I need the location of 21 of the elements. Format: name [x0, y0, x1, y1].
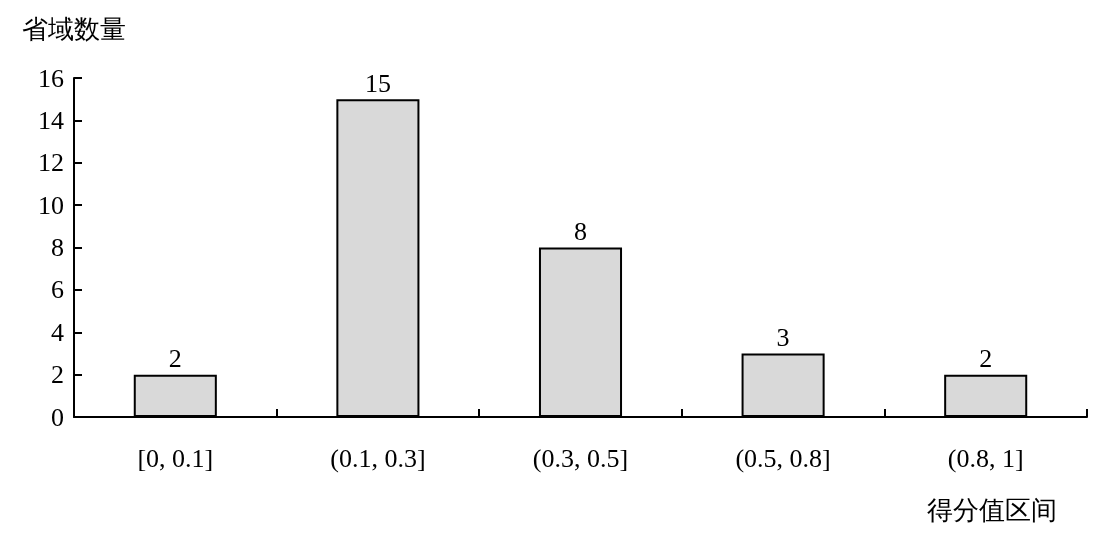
- x-tick-label: (0.8, 1]: [947, 443, 1024, 473]
- y-tick-label: 2: [51, 360, 64, 390]
- data-label: 8: [574, 217, 587, 246]
- data-label: 2: [168, 344, 182, 374]
- data-label: 15: [364, 68, 391, 98]
- y-tick-label: 8: [51, 233, 64, 262]
- x-tick-label: (0.3, 0.5]: [532, 443, 629, 473]
- x-tick-label: (0.5, 0.8]: [735, 443, 831, 473]
- data-label: 2: [979, 344, 993, 374]
- y-tick-label: 12: [38, 148, 64, 178]
- y-tick-label: 0: [51, 402, 64, 432]
- data-label: 3: [776, 322, 790, 352]
- y-tick-label: 6: [51, 275, 64, 305]
- y-tick-label: 14: [38, 105, 64, 135]
- x-tick-label: [0, 0.1]: [137, 443, 214, 473]
- y-tick-label: 16: [38, 63, 64, 93]
- y-tick-label: 10: [38, 190, 64, 220]
- x-axis-title: 得分值区间: [927, 495, 1057, 525]
- y-axis-title: 省域数量: [22, 14, 126, 44]
- x-tick-label: (0.1, 0.3]: [330, 443, 426, 473]
- y-tick-label: 4: [51, 317, 64, 347]
